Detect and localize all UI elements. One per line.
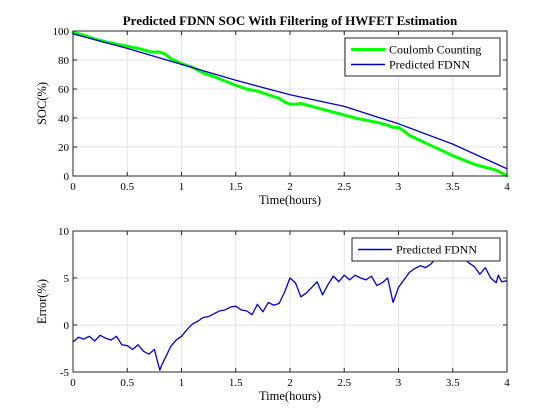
soc-xtick-label: 2.5 — [337, 181, 351, 193]
error-x-axis-label: Time(hours) — [259, 389, 321, 403]
error-legend-label: Predicted FDNN — [396, 243, 477, 257]
soc-series-line-predicted-fdnn — [72, 33, 508, 170]
error-xtick-label: 2 — [287, 377, 293, 389]
error-plot: 0 0.5 1 1.5 2 2.5 3 3.5 4-50510Time(hours)Error(… — [35, 226, 510, 403]
error-xtick-label: 0.5 — [120, 377, 134, 389]
soc-legend-label: Predicted FDNN — [389, 58, 470, 72]
soc-series-line-coulomb-counting — [71, 30, 509, 178]
error-xtick-label: 3.5 — [446, 377, 460, 389]
soc-xtick-label: 1 — [179, 181, 185, 193]
soc-xtick-label: 1.5 — [229, 181, 243, 193]
error-xtick-label: 0 — [70, 377, 76, 389]
error-legend: Predicted FDNN — [351, 237, 501, 262]
soc-legend-label: Coulomb Counting — [389, 43, 481, 57]
soc-x-axis-label: Time(hours) — [259, 193, 321, 207]
error-xtick-label: 2.5 — [337, 377, 351, 389]
soc-ytick-label: 80 — [58, 55, 70, 67]
chart-title: Predicted FDNN SOC With Filtering of HWF… — [123, 13, 458, 28]
error-y-axis-label: Error(%) — [35, 279, 49, 324]
soc-ytick-label: 40 — [58, 113, 70, 125]
soc-xtick-label: 4 — [504, 181, 510, 193]
soc-xtick-label: 3.5 — [446, 181, 460, 193]
error-xtick-label: 4 — [504, 377, 510, 389]
soc-xtick-label: 0 — [70, 181, 76, 193]
soc-xtick-label: 3 — [396, 181, 402, 193]
soc-ytick-label: 60 — [58, 84, 70, 96]
soc-legend-box — [344, 37, 501, 77]
error-legend-box — [351, 237, 501, 262]
soc-y-axis-label: SOC(%) — [35, 82, 49, 125]
soc-ytick-label: 100 — [53, 26, 70, 38]
error-xtick-label: 1 — [179, 377, 185, 389]
soc-ytick-label: 0 — [64, 171, 70, 183]
soc-xtick-label: 2 — [287, 181, 293, 193]
soc-xtick-label: 0.5 — [120, 181, 134, 193]
error-xtick-label: 3 — [396, 377, 402, 389]
soc-ytick-label: 20 — [58, 142, 70, 154]
error-ytick-label: 10 — [58, 226, 70, 238]
soc-plot: 0 0.5 1 1.5 2 2.5 3 3.5 4020406080100Time(hours)… — [35, 26, 510, 207]
error-ytick-label: -5 — [60, 367, 70, 379]
error-xtick-label: 1.5 — [229, 377, 243, 389]
error-ytick-label: 5 — [64, 273, 70, 285]
error-ytick-label: 0 — [64, 320, 70, 332]
